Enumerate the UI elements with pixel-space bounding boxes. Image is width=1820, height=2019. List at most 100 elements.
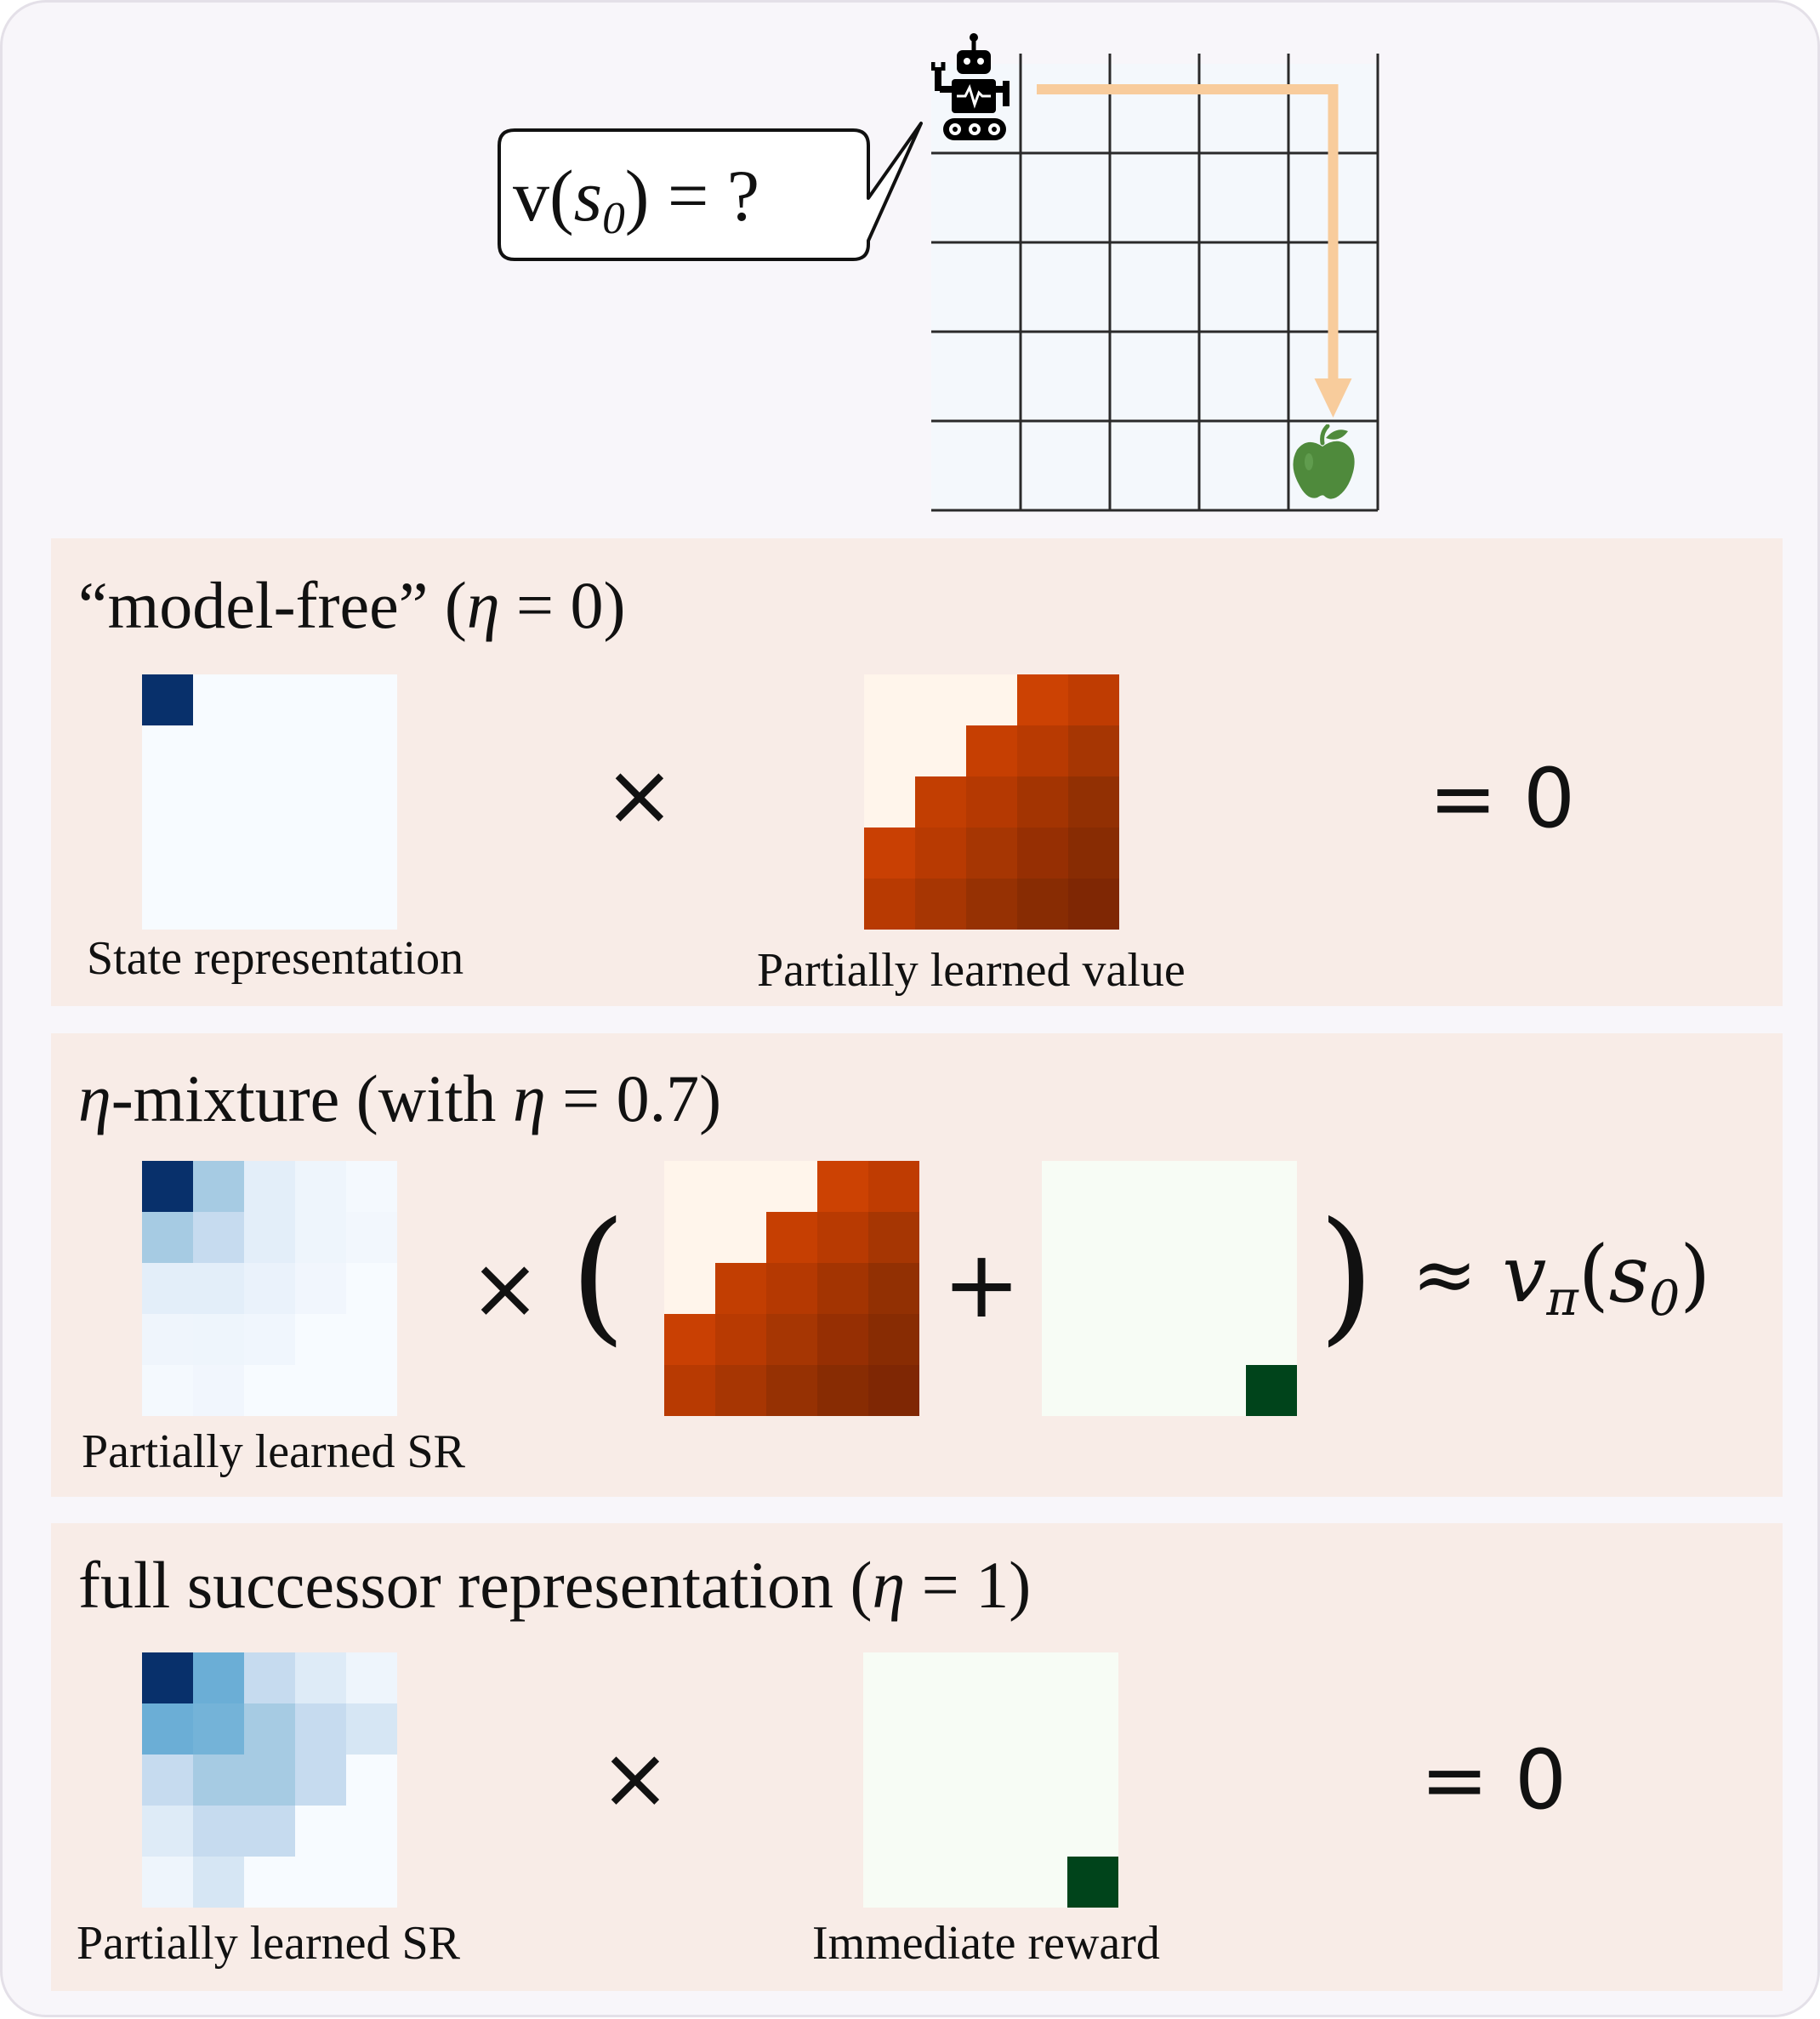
heatmap-cell (1067, 1703, 1118, 1755)
heatmap-cell (915, 776, 967, 828)
heatmap-cell (1016, 1857, 1068, 1908)
heatmap-cell (244, 828, 296, 879)
heatmap-cell (766, 1365, 818, 1416)
heatmap-cell (346, 674, 397, 726)
heatmap-cell (193, 776, 245, 828)
result-equals-zero: = 0 (1420, 1732, 1567, 1828)
heatmap-cell (664, 1263, 716, 1315)
heatmap-cell (863, 1857, 915, 1908)
heatmap-cell (346, 1263, 397, 1315)
heatmap-cell (1042, 1263, 1094, 1315)
immediate-reward-heatmap (1042, 1161, 1297, 1416)
heatmap-cell (1195, 1365, 1247, 1416)
heatmap-cell (193, 1652, 245, 1704)
heatmap-cell (715, 1161, 767, 1213)
heatmap-cell (1068, 725, 1119, 777)
heatmap-cell (244, 674, 296, 726)
heatmap-cell (1017, 674, 1069, 726)
heatmap-cell (817, 1365, 869, 1416)
heatmap-cell (966, 879, 1018, 930)
heatmap-cell (1093, 1314, 1145, 1366)
heatmap-cell (965, 1806, 1017, 1857)
heatmap-cell (142, 1806, 194, 1857)
arrow-head (1314, 378, 1352, 418)
heatmap-cell (864, 776, 916, 828)
heatmap-cell (244, 1703, 296, 1755)
heatmap-cell (295, 1212, 347, 1264)
heatmap-cell (193, 1703, 245, 1755)
heatmap-cell (715, 1212, 767, 1264)
heatmap-cell (142, 1161, 194, 1213)
result-equals-zero: = 0 (1429, 751, 1576, 846)
open-parenthesis: ( (570, 1191, 627, 1360)
close-parenthesis: ) (1318, 1191, 1375, 1360)
heatmap-cell (295, 828, 347, 879)
heatmap-cell (244, 1365, 296, 1416)
heatmap-cell (1144, 1365, 1196, 1416)
partially-learned-sr-label: Partially learned SR (82, 1425, 466, 1478)
heatmap-cell (664, 1212, 716, 1264)
heatmap-cell (346, 776, 397, 828)
heatmap-cell (715, 1365, 767, 1416)
heatmap-cell (766, 1212, 818, 1264)
heatmap-cell (244, 1806, 296, 1857)
heatmap-cell (346, 879, 397, 930)
heatmap-cell (346, 1212, 397, 1264)
heatmap-cell (1068, 828, 1119, 879)
heatmap-cell (1042, 1365, 1094, 1416)
heatmap-cell (863, 1652, 915, 1704)
heatmap-cell (914, 1857, 966, 1908)
result-approx-value: ≈ vπ(s0) (1412, 1229, 1711, 1327)
heatmap-cell (295, 879, 347, 930)
apple-icon (1293, 424, 1355, 499)
heatmap-cell (1144, 1314, 1196, 1366)
heatmap-cell (295, 1806, 347, 1857)
panel-title: full successor representation (η = 1) (78, 1548, 1032, 1622)
heatmap-cell (1067, 1755, 1118, 1806)
heatmap-cell (244, 1857, 296, 1908)
heatmap-cell (966, 674, 1018, 726)
heatmap-cell (1016, 1806, 1068, 1857)
heatmap-cell (1067, 1857, 1118, 1908)
heatmap-cell (142, 1857, 194, 1908)
speech-bubble (498, 122, 923, 261)
partially-learned-sr-heatmap (142, 1161, 397, 1416)
heatmap-cell (1017, 828, 1069, 879)
heatmap-cell (914, 1652, 966, 1704)
partially-learned-value-heatmap (664, 1161, 919, 1416)
heatmap-cell (915, 725, 967, 777)
heatmap-cell (1042, 1212, 1094, 1264)
heatmap-cell (1246, 1212, 1297, 1264)
state-representation-label: State representation (87, 932, 464, 985)
heatmap-cell (1093, 1263, 1145, 1315)
heatmap-cell (914, 1806, 966, 1857)
heatmap-cell (346, 1365, 397, 1416)
heatmap-cell (346, 1857, 397, 1908)
heatmap-cell (1144, 1212, 1196, 1264)
heatmap-cell (915, 674, 967, 726)
heatmap-cell (864, 674, 916, 726)
heatmap-cell (244, 725, 296, 777)
heatmap-cell (1144, 1263, 1196, 1315)
heatmap-cell (346, 725, 397, 777)
heatmap-cell (295, 1314, 347, 1366)
heatmap-cell (244, 1263, 296, 1315)
heatmap-cell (868, 1263, 919, 1315)
heatmap-cell (193, 1212, 245, 1264)
heatmap-cell (193, 879, 245, 930)
heatmap-cell (1246, 1365, 1297, 1416)
heatmap-cell (715, 1314, 767, 1366)
heatmap-cell (295, 1755, 347, 1806)
heatmap-cell (1144, 1161, 1196, 1213)
heatmap-cell (244, 1755, 296, 1806)
heatmap-cell (1093, 1365, 1145, 1416)
heatmap-cell (142, 1365, 194, 1416)
heatmap-cell (817, 1314, 869, 1366)
heatmap-cell (244, 1212, 296, 1264)
gridworld (931, 54, 1379, 512)
heatmap-cell (1067, 1652, 1118, 1704)
heatmap-cell (295, 674, 347, 726)
heatmap-cell (142, 1212, 194, 1264)
heatmap-cell (965, 1703, 1017, 1755)
heatmap-cell (142, 1703, 194, 1755)
